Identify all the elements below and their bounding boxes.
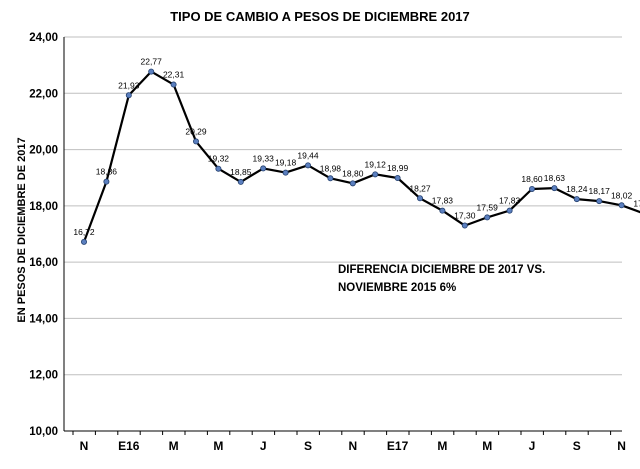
- data-label: 18,63: [544, 173, 566, 183]
- data-label: 18,02: [611, 190, 633, 200]
- data-point: [349, 180, 356, 187]
- y-tick-label: 12,00: [29, 370, 58, 382]
- y-tick-label: 18,00: [29, 201, 58, 213]
- x-tick-label: E17: [387, 439, 409, 453]
- data-label: 19,44: [297, 150, 319, 160]
- y-tick-label: 10,00: [29, 426, 58, 438]
- data-point: [394, 174, 401, 181]
- data-point: [529, 185, 536, 192]
- grid-lines: [64, 36, 622, 376]
- data-label: 16,72: [73, 227, 95, 237]
- data-label: 19,33: [253, 153, 275, 163]
- axes: [63, 37, 622, 435]
- data-point: [327, 175, 334, 182]
- data-label: 18,98: [320, 163, 342, 173]
- x-tick-label: J: [260, 439, 267, 453]
- data-markers: [81, 68, 625, 245]
- data-label: 17,83: [432, 196, 454, 206]
- data-point: [573, 196, 580, 203]
- x-tick-label: N: [80, 439, 89, 453]
- data-point: [125, 92, 132, 99]
- x-tick-label: M: [213, 439, 223, 453]
- x-tick-label: N: [348, 439, 357, 453]
- annotation-line-1: DIFERENCIA DICIEMBRE DE 2017 VS.: [338, 264, 545, 276]
- series-line-group: [82, 70, 640, 243]
- series-line: [82, 70, 640, 243]
- data-label: 18,86: [96, 167, 118, 177]
- data-label: 17,73: [633, 198, 640, 208]
- x-tick-label: E16: [118, 439, 140, 453]
- data-point: [282, 169, 289, 176]
- annotation-line-2: NOVIEMBRE 2015 6%: [338, 282, 456, 294]
- y-tick-label: 16,00: [29, 257, 58, 269]
- data-point: [461, 222, 468, 229]
- data-label: 18,85: [230, 167, 252, 177]
- x-tick-label: J: [529, 439, 536, 453]
- chart-title: TIPO DE CAMBIO A PESOS DE DICIEMBRE 2017: [170, 9, 470, 24]
- data-point: [237, 178, 244, 185]
- y-tick-labels: 10,00 12,00 14,00 16,00 18,00 20,00 22,00 24,00: [29, 32, 58, 438]
- data-point: [372, 171, 379, 178]
- data-point: [506, 207, 513, 214]
- x-tick-label: M: [169, 439, 179, 453]
- data-label: 22,77: [141, 57, 163, 67]
- data-label: 18,24: [566, 184, 588, 194]
- data-label: 19,18: [275, 158, 297, 168]
- data-point: [618, 202, 625, 209]
- data-point: [596, 198, 603, 205]
- data-point: [551, 185, 558, 192]
- data-label: 22,31: [163, 70, 185, 80]
- y-axis-label: EN PESOS DE DICIEMBRE DE 2017: [16, 137, 28, 322]
- x-tick-label: N: [617, 439, 626, 453]
- data-label: 19,32: [208, 154, 230, 164]
- data-point: [103, 178, 110, 185]
- data-label: 17,59: [477, 202, 499, 212]
- data-point: [416, 195, 423, 202]
- data-point: [148, 68, 155, 75]
- data-label: 18,27: [409, 183, 431, 193]
- data-point: [304, 162, 311, 169]
- data-label: 19,12: [365, 159, 387, 169]
- x-tick-label: M: [482, 439, 492, 453]
- data-label: 21,93: [118, 80, 140, 90]
- data-point: [81, 238, 88, 245]
- data-label: 18,80: [342, 168, 364, 178]
- x-tick-labels: N E16 M M J S N E17 M M J S N: [80, 439, 626, 453]
- y-tick-label: 22,00: [29, 88, 58, 100]
- data-label: 18,99: [387, 163, 409, 173]
- x-tick-label: M: [437, 439, 447, 453]
- data-label: 17,30: [454, 211, 476, 221]
- data-point: [260, 165, 267, 172]
- data-label: 18,17: [589, 186, 611, 196]
- y-tick-label: 24,00: [29, 32, 58, 44]
- data-point: [484, 214, 491, 221]
- y-tick-label: 20,00: [29, 145, 58, 157]
- data-label: 17,83: [499, 196, 521, 206]
- data-point: [215, 165, 222, 172]
- data-label: 18,60: [521, 174, 543, 184]
- data-point: [439, 207, 446, 214]
- x-tick-label: S: [573, 439, 581, 453]
- data-label: 20,29: [185, 126, 207, 136]
- data-point: [170, 81, 177, 88]
- y-tick-label: 14,00: [29, 313, 58, 325]
- x-tick-label: S: [304, 439, 312, 453]
- data-point: [192, 138, 199, 145]
